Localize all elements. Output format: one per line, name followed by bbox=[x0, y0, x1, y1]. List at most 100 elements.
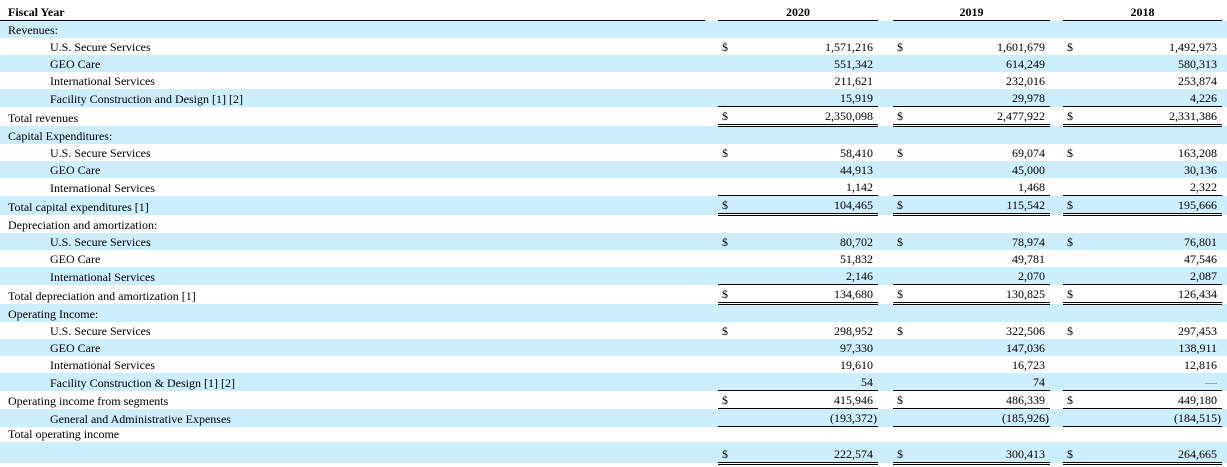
gap-cell bbox=[705, 89, 718, 107]
gap-cell bbox=[1050, 285, 1063, 304]
amount-value: 1,601,679 bbox=[997, 40, 1045, 54]
money-cell: $2,477,922 bbox=[893, 106, 1050, 127]
row-label: Total depreciation and amortization [1] bbox=[8, 288, 196, 303]
amount-value: — bbox=[1205, 375, 1217, 389]
gap-cell bbox=[705, 303, 718, 322]
money-cell: (185,926) bbox=[893, 408, 1050, 427]
gap-cell bbox=[878, 356, 893, 373]
money-cell: $297,453 bbox=[1063, 322, 1222, 339]
gap-cell bbox=[705, 233, 718, 250]
gap-cell bbox=[1050, 322, 1063, 339]
money-cell: 2,087 bbox=[1063, 267, 1222, 285]
right-pad-cell bbox=[1222, 20, 1227, 38]
money-cell: $78,974 bbox=[893, 233, 1050, 250]
money-cell: 16,723 bbox=[893, 356, 1050, 373]
gap-cell bbox=[878, 125, 893, 144]
money-value: $300,413 bbox=[893, 447, 1050, 461]
currency-symbol: $ bbox=[722, 324, 728, 338]
money-value: 19,610 bbox=[718, 358, 878, 373]
money-value: $69,074 bbox=[893, 146, 1050, 161]
gap-cell bbox=[878, 195, 893, 215]
money-cell: 44,913 bbox=[718, 161, 878, 178]
gap-cell bbox=[1050, 144, 1063, 161]
money-cell: 29,978 bbox=[893, 89, 1050, 107]
gap-cell bbox=[878, 89, 893, 107]
money-cell: 74 bbox=[893, 373, 1050, 391]
gap-cell bbox=[705, 72, 718, 89]
amount-value: 2,146 bbox=[846, 269, 873, 283]
amount-value: 298,952 bbox=[834, 324, 873, 338]
close-paren: ) bbox=[1217, 411, 1221, 425]
gap-cell bbox=[1050, 250, 1063, 267]
currency-symbol: $ bbox=[897, 393, 903, 407]
amount-value: 47,546 bbox=[1184, 252, 1217, 266]
money-cell: $104,465 bbox=[718, 195, 878, 216]
empty-money-cell bbox=[718, 125, 878, 144]
row-label: Facility Construction & Design [1] [2] bbox=[0, 373, 705, 391]
gap-cell bbox=[1050, 339, 1063, 356]
money-value: — bbox=[1063, 375, 1222, 390]
right-pad-cell bbox=[1222, 391, 1227, 409]
currency-symbol: $ bbox=[722, 287, 728, 301]
gap-cell bbox=[705, 161, 718, 178]
gap-cell bbox=[705, 285, 718, 304]
amount-value: 253,874 bbox=[1178, 74, 1217, 88]
empty-money-cell bbox=[718, 20, 878, 38]
amount-value: 126,434 bbox=[1178, 287, 1217, 301]
money-cell: 4,226 bbox=[1063, 89, 1222, 107]
currency-symbol: $ bbox=[1067, 198, 1073, 212]
close-paren: ) bbox=[873, 411, 877, 425]
amount-value: 211,621 bbox=[834, 74, 873, 88]
money-value: $449,180 bbox=[1063, 393, 1222, 408]
row-label: GEO Care bbox=[0, 161, 705, 178]
money-cell: $300,413 bbox=[893, 441, 1050, 465]
year-column-header: 2019 bbox=[893, 0, 1050, 21]
table-row: U.S. Secure Services $298,952 $322,506 $297… bbox=[0, 322, 1227, 339]
money-value: 97,330 bbox=[718, 341, 878, 356]
currency-symbol: $ bbox=[1067, 324, 1073, 338]
currency-symbol: $ bbox=[1067, 287, 1073, 301]
gap-cell bbox=[1050, 356, 1063, 373]
gap-cell bbox=[705, 107, 718, 126]
money-cell: $1,492,973 bbox=[1063, 38, 1222, 55]
table-row: GEO Care 44,913 45,000 30,136 bbox=[0, 161, 1227, 178]
amount-value: 16,723 bbox=[1012, 358, 1045, 372]
gap-cell bbox=[705, 322, 718, 339]
gap-cell bbox=[878, 38, 893, 55]
gap-cell bbox=[705, 427, 718, 442]
money-cell: $69,074 bbox=[893, 144, 1050, 161]
currency-symbol: $ bbox=[722, 393, 728, 407]
currency-symbol: $ bbox=[1067, 109, 1073, 123]
money-cell: 2,146 bbox=[718, 267, 878, 285]
money-cell: 30,136 bbox=[1063, 161, 1222, 178]
currency-symbol: $ bbox=[897, 287, 903, 301]
currency-symbol: $ bbox=[1067, 393, 1073, 407]
row-label: General and Administrative Expenses bbox=[0, 408, 705, 427]
gap-cell bbox=[705, 441, 718, 463]
table-row: International Services 211,621 232,016 253,… bbox=[0, 72, 1227, 89]
money-value: 211,621 bbox=[718, 74, 878, 89]
money-value: $322,506 bbox=[893, 324, 1050, 339]
amount-value: 76,801 bbox=[1184, 235, 1217, 249]
currency-symbol: $ bbox=[897, 324, 903, 338]
gap-cell bbox=[878, 285, 893, 304]
money-cell: 2,070 bbox=[893, 267, 1050, 285]
table-row: Total operating income bbox=[0, 427, 1227, 442]
money-cell: $1,571,216 bbox=[718, 38, 878, 55]
row-label: Operating income from segments bbox=[8, 393, 169, 408]
money-value: 253,874 bbox=[1063, 74, 1222, 89]
amount-value: 1,468 bbox=[1018, 180, 1045, 194]
currency-symbol: $ bbox=[1067, 235, 1073, 249]
right-pad-cell bbox=[1222, 356, 1227, 373]
gap-cell bbox=[878, 144, 893, 161]
money-value: 1,142 bbox=[718, 180, 878, 195]
money-value: $80,702 bbox=[718, 235, 878, 250]
right-pad-cell bbox=[1222, 178, 1227, 196]
gap-cell bbox=[878, 215, 893, 234]
gap-cell bbox=[705, 55, 718, 72]
money-cell: — bbox=[1063, 373, 1222, 391]
right-pad-cell bbox=[1222, 72, 1227, 89]
amount-value: 4,226 bbox=[1190, 91, 1217, 105]
empty-money-cell bbox=[893, 125, 1050, 144]
